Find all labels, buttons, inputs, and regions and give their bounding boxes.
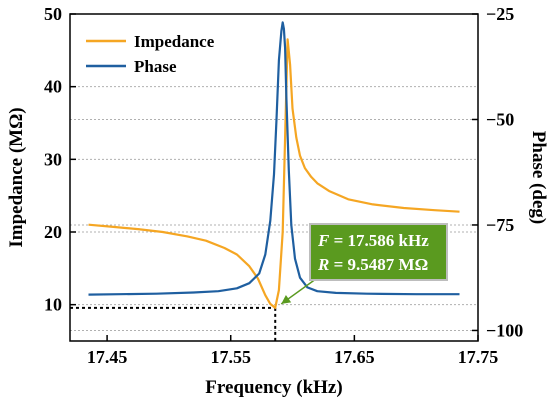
x-axis-title: Frequency (kHz) bbox=[205, 377, 342, 398]
annotation-frequency-symbol: F bbox=[317, 231, 330, 250]
y-tick-label: 10 bbox=[44, 295, 62, 315]
x-tick-label: 17.75 bbox=[458, 347, 499, 367]
y2-tick-label: −75 bbox=[486, 215, 514, 235]
plot-frame bbox=[69, 13, 479, 342]
annotation-frequency: F = 17.586 kHz bbox=[317, 231, 429, 250]
y2-tick-label: −100 bbox=[486, 320, 523, 340]
axis-ticks: 17.45 17.55 17.65 17.75 10 20 30 40 50 −25 −50 −75 −… bbox=[44, 4, 523, 367]
x-tick-label: 17.55 bbox=[210, 347, 251, 367]
annotation-arrowhead bbox=[281, 295, 292, 304]
y2-axis-title: Phase (deg) bbox=[528, 131, 549, 224]
resonance-annotation: F = 17.586 kHz R = 9.5487 MΩ bbox=[280, 223, 448, 305]
y-tick-label: 30 bbox=[44, 149, 62, 169]
series-lines bbox=[88, 21, 460, 309]
impedance-line bbox=[88, 38, 460, 309]
phase-line bbox=[88, 21, 460, 296]
legend: Impedance Phase bbox=[86, 32, 215, 76]
annotation-resistance-symbol: R bbox=[317, 255, 329, 274]
annotation-resistance-value: = 9.5487 MΩ bbox=[329, 255, 428, 274]
annotation-frequency-value: = 17.586 kHz bbox=[329, 231, 429, 250]
y-axis-title: Impedance (MΩ) bbox=[6, 107, 27, 247]
annotation-resistance: R = 9.5487 MΩ bbox=[317, 255, 428, 274]
x-tick-label: 17.65 bbox=[334, 347, 375, 367]
y-tick-label: 50 bbox=[44, 4, 62, 24]
legend-label-phase: Phase bbox=[134, 57, 177, 76]
y-tick-label: 40 bbox=[44, 77, 62, 97]
annotation-box bbox=[309, 223, 448, 281]
y2-tick-label: −50 bbox=[486, 109, 514, 129]
y2-tick-label: −25 bbox=[486, 4, 514, 24]
legend-label-impedance: Impedance bbox=[134, 32, 215, 51]
x-tick-label: 17.45 bbox=[87, 347, 128, 367]
y-tick-label: 20 bbox=[44, 222, 62, 242]
resonance-guide-lines bbox=[70, 306, 277, 341]
